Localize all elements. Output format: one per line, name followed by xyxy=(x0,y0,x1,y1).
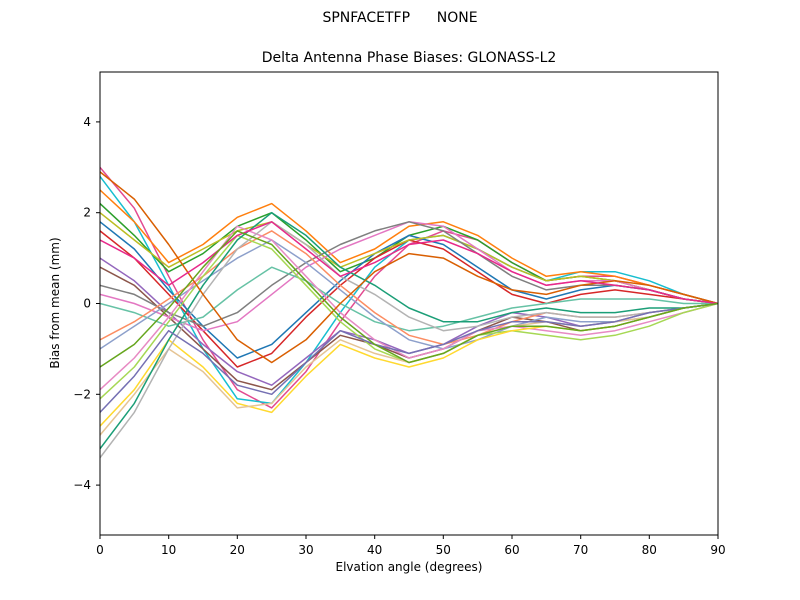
series-line xyxy=(100,221,718,305)
y-tick-label: −2 xyxy=(73,387,91,401)
y-axis-label: Bias from mean (mm) xyxy=(48,237,62,369)
x-axis-label: Elvation angle (degrees) xyxy=(335,560,483,574)
figure-suptitle: SPNFACETFP NONE xyxy=(322,10,478,26)
series-line xyxy=(100,266,718,332)
x-tick-label: 70 xyxy=(573,543,588,557)
series-line xyxy=(100,211,718,450)
x-tick-label: 10 xyxy=(161,543,176,557)
y-tick-label: −4 xyxy=(73,478,91,492)
series-lines xyxy=(100,166,718,459)
x-tick-label: 0 xyxy=(96,543,104,557)
series-line xyxy=(100,302,718,414)
y-tick-label: 0 xyxy=(83,297,91,311)
x-tick-label: 90 xyxy=(710,543,725,557)
axes-title: Delta Antenna Phase Biases: GLONASS-L2 xyxy=(261,50,557,66)
x-tick-label: 40 xyxy=(367,543,382,557)
y-tick-label: 4 xyxy=(83,115,91,129)
axes-frame xyxy=(99,71,719,536)
x-tick-label: 30 xyxy=(298,543,313,557)
y-tick-label: 2 xyxy=(83,206,91,220)
series-line xyxy=(100,171,718,364)
series-line xyxy=(100,230,718,368)
x-tick-label: 60 xyxy=(504,543,519,557)
series-line xyxy=(100,189,718,305)
x-tick-label: 80 xyxy=(642,543,657,557)
series-line xyxy=(100,225,718,391)
x-tick-label: 20 xyxy=(230,543,245,557)
x-tick-label: 50 xyxy=(436,543,451,557)
